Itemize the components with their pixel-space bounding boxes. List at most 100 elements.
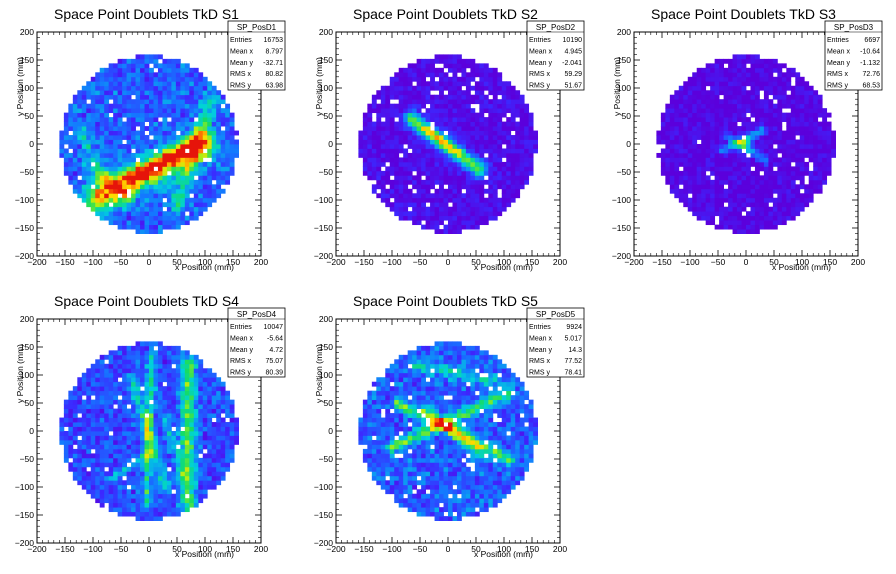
heatmap-cell bbox=[510, 112, 516, 118]
heatmap-cell bbox=[108, 426, 114, 432]
heatmap-cell bbox=[772, 81, 778, 87]
heatmap-cell bbox=[799, 161, 805, 167]
heatmap-cell bbox=[77, 444, 83, 450]
heatmap-cell bbox=[519, 144, 525, 149]
heatmap-cell bbox=[403, 103, 409, 109]
heatmap-cell bbox=[465, 121, 471, 127]
heatmap-cell bbox=[799, 152, 805, 158]
heatmap-cell bbox=[367, 161, 373, 167]
heatmap-cell bbox=[171, 90, 177, 96]
heatmap-cell bbox=[166, 121, 172, 127]
heatmap-cell bbox=[394, 112, 400, 118]
heatmap-cell bbox=[826, 166, 832, 172]
heatmap-cell bbox=[772, 112, 778, 118]
heatmap-cell bbox=[412, 193, 418, 199]
heatmap-cell bbox=[104, 413, 110, 418]
heatmap-cell bbox=[501, 188, 507, 194]
heatmap-cell bbox=[710, 152, 716, 158]
heatmap-cell bbox=[126, 215, 132, 221]
stats-value: -1.132 bbox=[860, 60, 880, 67]
heatmap-cell bbox=[135, 166, 141, 172]
heatmap-cell bbox=[754, 117, 760, 122]
heatmap-cell bbox=[465, 193, 471, 199]
heatmap-cell bbox=[430, 135, 435, 140]
heatmap-cell bbox=[380, 126, 386, 131]
heatmap-cell bbox=[126, 399, 132, 405]
heatmap-cell bbox=[808, 99, 814, 105]
heatmap-cell bbox=[162, 144, 168, 149]
heatmap-cell bbox=[171, 390, 177, 396]
heatmap-cell bbox=[202, 76, 208, 82]
heatmap-cell bbox=[126, 354, 132, 360]
heatmap-cell bbox=[674, 188, 680, 194]
heatmap-cell bbox=[193, 202, 199, 208]
heatmap-cell bbox=[754, 63, 760, 69]
heatmap-cell bbox=[162, 386, 168, 392]
heatmap-cell bbox=[99, 484, 105, 490]
heatmap-cell bbox=[153, 130, 159, 136]
heatmap-cell bbox=[777, 117, 783, 122]
heatmap-cell bbox=[660, 157, 666, 163]
heatmap-cell bbox=[719, 179, 724, 185]
stats-value: 6697 bbox=[864, 37, 880, 44]
heatmap-cell bbox=[184, 188, 190, 194]
heatmap-cell bbox=[443, 103, 449, 109]
heatmap-cell bbox=[362, 117, 368, 122]
heatmap-cell bbox=[166, 502, 172, 508]
heatmap-cell bbox=[439, 117, 444, 122]
heatmap-cell bbox=[166, 224, 172, 230]
heatmap-cell bbox=[465, 85, 471, 91]
heatmap-cell bbox=[193, 85, 199, 91]
heatmap-cell bbox=[669, 94, 675, 100]
heatmap-cell bbox=[95, 363, 101, 369]
heatmap-cell bbox=[385, 157, 391, 163]
heatmap-cell bbox=[117, 63, 123, 69]
heatmap-cell bbox=[157, 90, 163, 96]
heatmap-cell bbox=[157, 94, 163, 100]
heatmap-cell bbox=[198, 76, 204, 82]
heatmap-cell bbox=[728, 85, 733, 91]
heatmap-cell bbox=[461, 148, 467, 154]
heatmap-cell bbox=[772, 108, 778, 114]
x-tick-label: 200 bbox=[254, 257, 268, 267]
heatmap-cell bbox=[448, 179, 453, 185]
heatmap-cell bbox=[474, 117, 480, 122]
heatmap-cell bbox=[211, 94, 217, 100]
y-tick-label: 50 bbox=[25, 111, 35, 121]
heatmap-cell bbox=[135, 72, 141, 78]
heatmap-cell bbox=[781, 103, 787, 109]
heatmap-cell bbox=[669, 99, 675, 105]
heatmap-cell bbox=[781, 197, 787, 203]
heatmap-cell bbox=[122, 144, 127, 149]
heatmap-cell bbox=[470, 139, 476, 145]
heatmap-cell bbox=[90, 399, 96, 405]
heatmap-cell bbox=[533, 130, 538, 136]
heatmap-cell bbox=[790, 117, 796, 122]
heatmap-cell bbox=[746, 144, 751, 149]
heatmap-cell bbox=[394, 157, 400, 163]
heatmap-cell bbox=[452, 117, 458, 122]
stats-histogram-name: SP_PosD1 bbox=[237, 23, 277, 32]
heatmap-cell bbox=[737, 54, 742, 60]
heatmap-cell bbox=[202, 139, 208, 145]
heatmap-cell bbox=[452, 215, 458, 221]
heatmap-cell bbox=[95, 431, 101, 436]
heatmap-cell bbox=[140, 368, 145, 374]
heatmap-cell bbox=[162, 220, 168, 226]
heatmap-cell bbox=[790, 108, 796, 114]
heatmap-cell bbox=[389, 184, 395, 190]
heatmap-cell bbox=[144, 341, 150, 347]
heatmap-cell bbox=[99, 81, 105, 87]
heatmap-cell bbox=[90, 130, 96, 136]
heatmap-cell bbox=[99, 121, 105, 127]
heatmap-cell bbox=[389, 103, 395, 109]
heatmap-cell bbox=[149, 152, 154, 158]
heatmap-cell bbox=[705, 108, 711, 114]
heatmap-cell bbox=[216, 166, 222, 172]
heatmap-cell bbox=[403, 85, 409, 91]
heatmap-cell bbox=[497, 144, 503, 149]
heatmap-cell bbox=[416, 202, 422, 208]
heatmap-cell bbox=[510, 197, 516, 203]
heatmap-cell bbox=[772, 94, 778, 100]
heatmap-cell bbox=[104, 498, 110, 504]
